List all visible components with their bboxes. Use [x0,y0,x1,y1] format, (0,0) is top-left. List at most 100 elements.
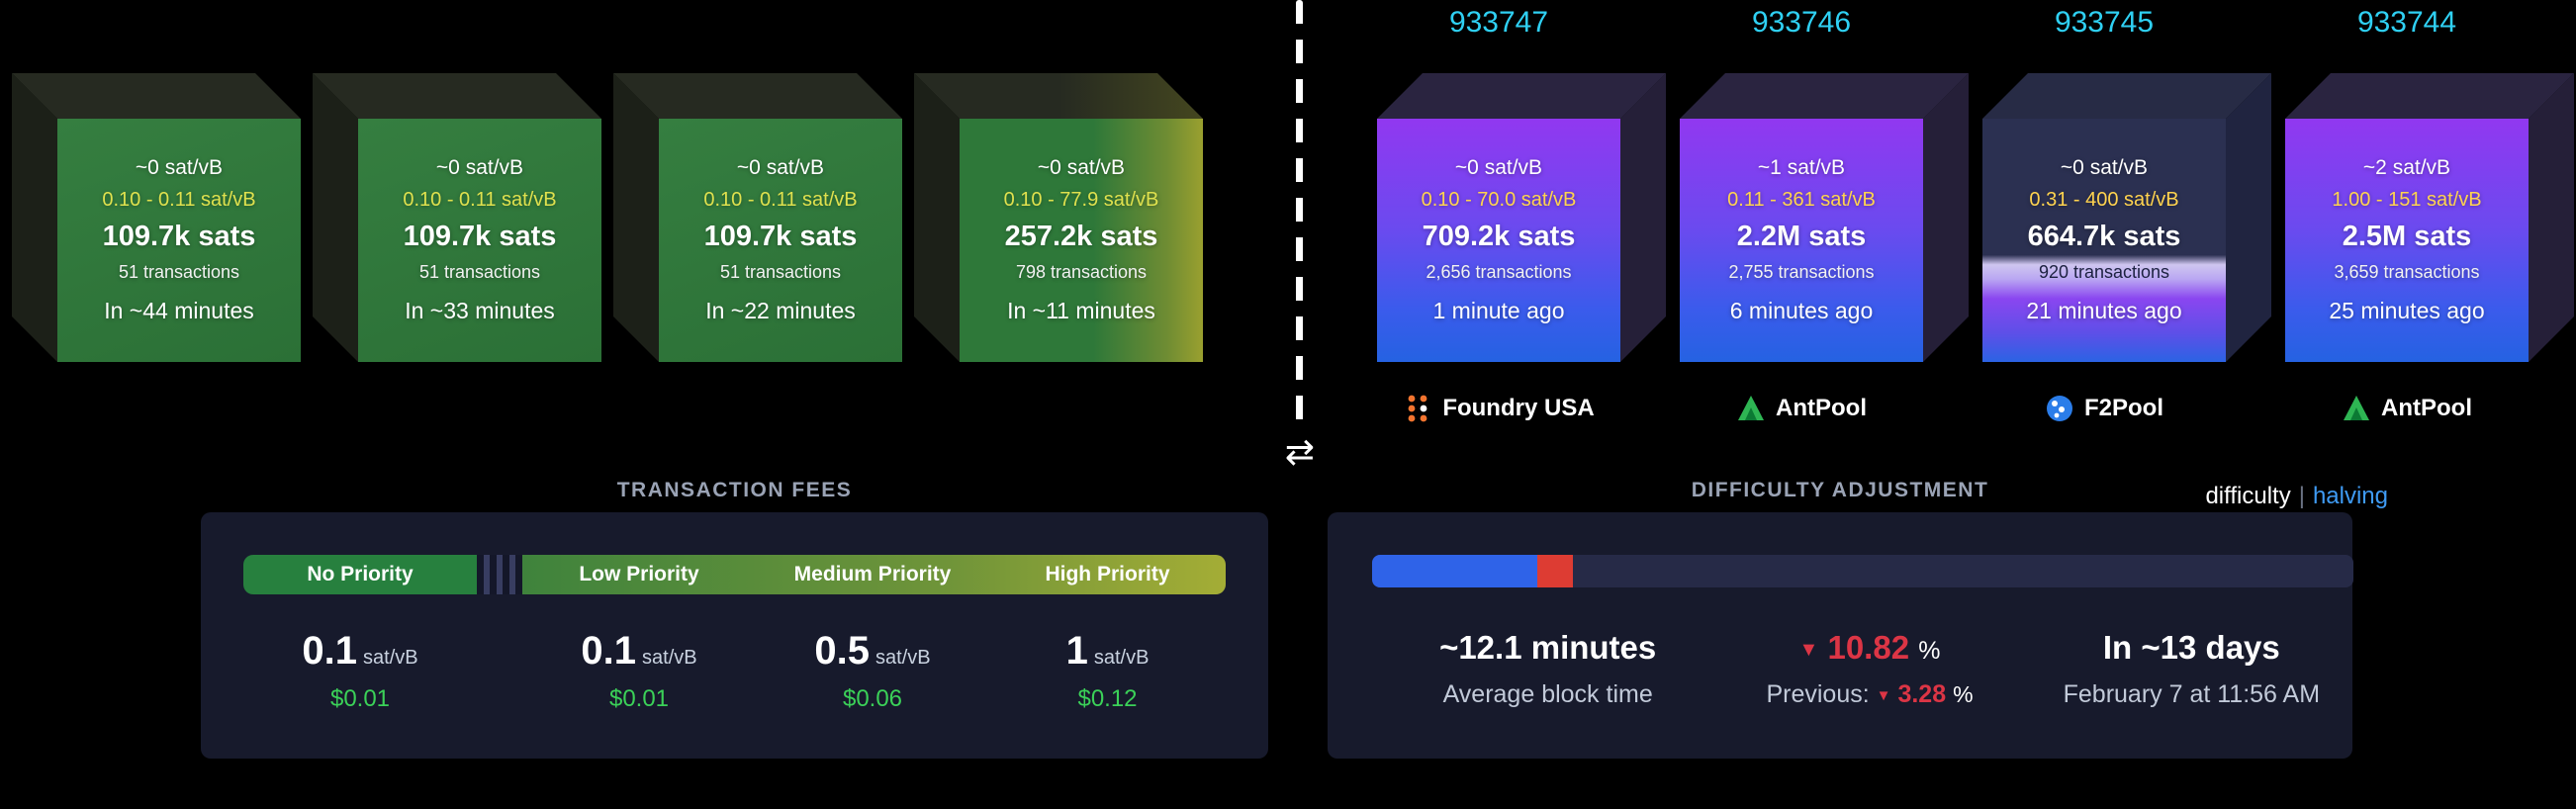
mining-pool-link[interactable]: Foundry USA [1377,394,1620,423]
mempool-block-2: ~0 sat/vB 0.10 - 0.11 sat/vB 109.7k sats… [313,0,601,465]
block-median-fee: ~0 sat/vB [435,156,524,179]
fee-tier-high-priority[interactable]: High Priority [1045,563,1170,585]
block-tx-count: 920 transactions [2038,262,2170,282]
block-top-face [1377,73,1666,119]
block-eta: In ~22 minutes [705,298,856,323]
pool-name: F2Pool [2083,395,2163,421]
fee-tier-low-priority[interactable]: Low Priority [579,563,699,585]
mining-pool-link[interactable]: F2Pool [1982,394,2226,423]
previous-change-unit: % [1953,681,1974,707]
mempool-block-face[interactable]: ~0 sat/vB 0.10 - 77.9 sat/vB 257.2k sats… [960,119,1203,362]
swap-direction-icon[interactable]: ⇄ [1284,431,1316,472]
difficulty-halving-toggle: difficulty | halving [2205,483,2388,510]
mining-pool-link[interactable]: AntPool [2285,394,2529,423]
block-total-fees: 2.2M sats [1736,221,1867,252]
mined-block-face[interactable]: ~0 sat/vB 0.31 - 400 sat/vB 664.7k sats … [1982,119,2226,362]
block-median-fee: ~2 sat/vB [2362,156,2451,179]
fee-value-no-priority: 0.1 sat/vB $0.01 [243,629,477,713]
fee-value-medium-priority: 0.5 sat/vB $0.06 [756,629,989,713]
antpool-icon [1738,396,1764,420]
mining-pool-link[interactable]: AntPool [1680,394,1923,423]
block-tx-count: 51 transactions [418,262,541,282]
antpool-icon [2344,396,2369,420]
foundry-usa-icon [1408,395,1427,422]
block-side-face [12,73,57,362]
fee-unit: sat/vB [363,647,418,669]
mempool-block-1: ~0 sat/vB 0.10 - 0.11 sat/vB 109.7k sats… [12,0,301,465]
block-median-fee: ~0 sat/vB [1454,156,1543,179]
difficulty-change-value: 10.82 [1827,629,1910,666]
fee-unit: sat/vB [642,647,697,669]
retarget-stat: In ~13 days February 7 at 11:56 AM [2031,629,2352,709]
block-total-fees: 2.5M sats [2342,221,2472,252]
fee-usd: $0.06 [842,685,903,712]
fee-value-high-priority: 1 sat/vB $0.12 [989,629,1226,713]
block-total-fees: 109.7k sats [703,221,858,252]
pool-name: AntPool [1776,395,1867,421]
block-tx-count: 2,755 transactions [1728,262,1875,282]
block-tx-count: 51 transactions [118,262,240,282]
block-fee-range: 0.10 - 0.11 sat/vB [102,189,256,211]
mined-block-933747: 933747 ~0 sat/vB 0.10 - 70.0 sat/vB 709.… [1377,0,1666,465]
previous-down-arrow-icon: ▼ [1876,687,1891,704]
difficulty-change-unit: % [1918,637,1941,665]
block-height-link[interactable]: 933745 [2054,6,2155,39]
block-fee-range: 0.31 - 400 sat/vB [2029,189,2179,211]
block-side-face [2226,73,2271,362]
block-fee-range: 0.10 - 77.9 sat/vB [1003,189,1159,211]
block-side-face [914,73,960,362]
fee-tier-gap [477,555,522,594]
mempool-block-face[interactable]: ~0 sat/vB 0.10 - 0.11 sat/vB 109.7k sats… [358,119,601,362]
fee-value-low-priority: 0.1 sat/vB $0.01 [522,629,756,713]
fee-rate: 0.5 [814,629,871,673]
fee-rate: 1 [1065,629,1088,673]
block-total-fees: 257.2k sats [1004,221,1158,252]
block-top-face [2285,73,2574,119]
block-height-link[interactable]: 933744 [2356,6,2457,39]
block-side-face [2529,73,2574,362]
block-tx-count: 798 transactions [1015,262,1148,282]
mined-block-face[interactable]: ~2 sat/vB 1.00 - 151 sat/vB 2.5M sats 3,… [2285,119,2529,362]
block-total-fees: 109.7k sats [102,221,256,252]
block-side-face [1620,73,1666,362]
previous-change-value: 3.28 [1897,680,1947,708]
block-top-face [914,73,1203,119]
block-tx-count: 3,659 transactions [2334,262,2480,282]
fee-tier-gradient: Low Priority Medium Priority High Priori… [522,555,1226,594]
block-eta: In ~44 minutes [104,298,254,323]
block-time-ago: 21 minutes ago [2026,298,2182,323]
mined-block-face[interactable]: ~1 sat/vB 0.11 - 361 sat/vB 2.2M sats 2,… [1680,119,1923,362]
block-tx-count: 51 transactions [719,262,842,282]
block-fee-range: 0.10 - 0.11 sat/vB [703,189,858,211]
block-height-link[interactable]: 933746 [1751,6,1852,39]
block-tx-count: 2,656 transactions [1426,262,1572,282]
toggle-halving-link[interactable]: halving [2312,483,2388,509]
mempool-block-face[interactable]: ~0 sat/vB 0.10 - 0.11 sat/vB 109.7k sats… [659,119,902,362]
block-total-fees: 109.7k sats [403,221,557,252]
block-median-fee: ~0 sat/vB [736,156,825,179]
block-top-face [313,73,601,119]
retarget-eta-value: In ~13 days [2102,629,2280,666]
mined-block-face[interactable]: ~0 sat/vB 0.10 - 70.0 sat/vB 709.2k sats… [1377,119,1620,362]
pool-name: Foundry USA [1442,395,1595,421]
block-fee-range: 1.00 - 151 sat/vB [2332,189,2482,211]
fee-tier-no-priority[interactable]: No Priority [243,555,477,594]
block-time-ago: 25 minutes ago [2329,298,2485,323]
mempool-block-3: ~0 sat/vB 0.10 - 0.11 sat/vB 109.7k sats… [613,0,902,465]
transaction-fees-panel: No Priority Low Priority Medium Priority… [201,512,1268,759]
block-height-link[interactable]: 933747 [1448,6,1549,39]
pool-name: AntPool [2381,395,2472,421]
toggle-difficulty-link[interactable]: difficulty [2205,483,2291,509]
mempool-block-face[interactable]: ~0 sat/vB 0.10 - 0.11 sat/vB 109.7k sats… [57,119,301,362]
block-median-fee: ~0 sat/vB [135,156,224,179]
block-fee-range: 0.10 - 0.11 sat/vB [403,189,557,211]
fee-unit: sat/vB [875,647,931,669]
fee-rate: 0.1 [581,629,637,673]
fee-tier-bar: No Priority Low Priority Medium Priority… [243,555,1226,594]
f2pool-icon [2046,396,2072,421]
block-side-face [313,73,358,362]
fee-tier-medium-priority[interactable]: Medium Priority [793,563,952,585]
difficulty-estimate-segment [1536,555,1574,587]
block-time-ago: 1 minute ago [1432,298,1565,323]
